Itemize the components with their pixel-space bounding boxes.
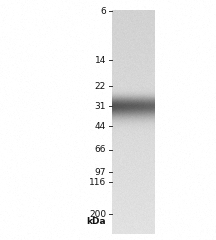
Text: 22: 22 <box>95 82 106 91</box>
Text: 6: 6 <box>100 6 106 16</box>
Text: 66: 66 <box>95 145 106 154</box>
Text: 200: 200 <box>89 210 106 218</box>
Text: 97: 97 <box>95 168 106 177</box>
Text: 44: 44 <box>95 122 106 131</box>
Text: 31: 31 <box>95 102 106 111</box>
Text: 14: 14 <box>95 56 106 65</box>
Text: kDa: kDa <box>86 217 106 227</box>
Text: 116: 116 <box>89 178 106 187</box>
